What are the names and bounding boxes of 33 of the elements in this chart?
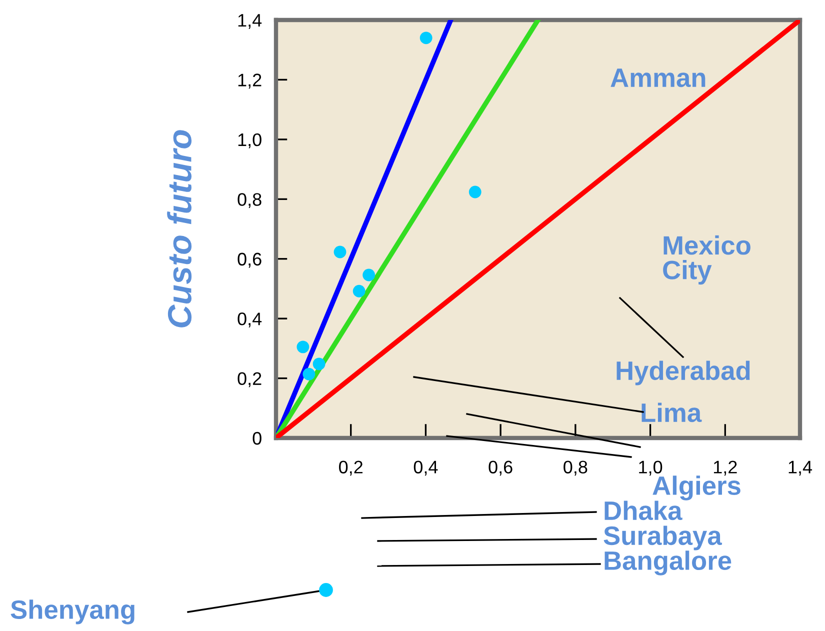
y-tick-label: 0,4 [238, 312, 262, 328]
x-tick-label: 1,4 [788, 460, 812, 476]
point [296, 340, 310, 354]
point [334, 246, 346, 258]
y-tick-label: 1,4 [238, 14, 262, 29]
annotation: Amman [610, 68, 706, 88]
point [302, 368, 316, 380]
annotation: Lima [642, 402, 702, 422]
x-tick-label: 1,2 [714, 460, 737, 476]
y-tick-label: 0,8 [238, 193, 262, 208]
y-tick-label: 0,6 [238, 252, 262, 268]
point [468, 186, 482, 198]
y-tick-label: 0 [252, 432, 262, 445]
point [420, 32, 432, 44]
text: Algiers [652, 476, 740, 500]
text: Bangalore [604, 550, 732, 576]
point [352, 284, 366, 298]
x-tick-label: 0,8 [564, 460, 588, 476]
x-tick-label: 0,2 [339, 460, 362, 476]
y-axis-title: Custo futuro [167, 130, 192, 328]
text: Dhaka [604, 500, 682, 520]
x-tick-label: 1,0 [639, 460, 662, 476]
x-tick-label: 0,6 [488, 460, 512, 476]
text: Surabaya [604, 526, 722, 550]
point [312, 358, 326, 370]
text: Shenyang [10, 600, 134, 624]
y-tick-label: 1,0 [238, 133, 262, 148]
y-tick-label: 1,2 [238, 74, 262, 89]
annotation: Hyderabad [616, 360, 750, 386]
y-tick-label: 0,2 [238, 372, 262, 388]
point [362, 268, 376, 282]
x-tick-label: 0,4 [414, 460, 438, 476]
annotation: Mexico City [663, 235, 750, 285]
